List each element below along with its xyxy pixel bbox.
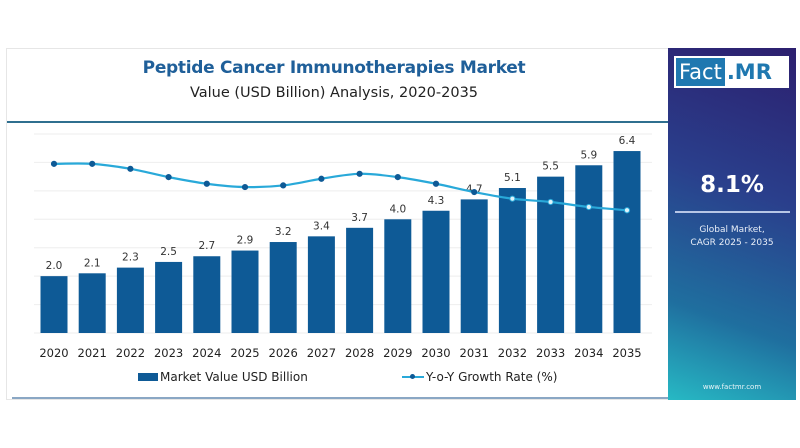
- title-divider: [7, 121, 668, 123]
- x-tick-label: 2032: [498, 346, 527, 360]
- summary-sidebar: [668, 48, 796, 400]
- x-tick-label: 2033: [536, 346, 565, 360]
- bar: [155, 261, 183, 333]
- growth-line-series: [50, 160, 631, 214]
- growth-point: [432, 180, 440, 187]
- x-tick-label: 2034: [574, 346, 603, 360]
- growth-point: [394, 174, 401, 181]
- growth-point: [318, 175, 325, 182]
- legend-item-growth-rate: Y-o-Y Growth Rate (%): [402, 370, 557, 384]
- cagr-divider: [675, 211, 790, 213]
- logo-fact-text: Fact: [676, 58, 725, 86]
- bar: [422, 210, 450, 333]
- growth-point: [165, 174, 172, 181]
- bar: [346, 227, 374, 333]
- bar-data-labels: 2.02.12.32.52.72.93.23.43.74.04.34.75.15…: [46, 135, 636, 272]
- bar-data-label: 2.7: [198, 240, 215, 252]
- x-tick-label: 2021: [78, 346, 107, 360]
- growth-line: [53, 162, 628, 212]
- bar-data-label: 5.5: [542, 161, 559, 173]
- bar-data-label: 4.3: [428, 195, 445, 207]
- x-tick-label: 2026: [269, 346, 298, 360]
- bar-data-label: 3.2: [275, 226, 292, 238]
- bar-data-label: 2.0: [46, 260, 63, 272]
- x-tick-label: 2024: [192, 346, 221, 360]
- growth-point: [356, 170, 363, 177]
- bar-data-label: 2.1: [84, 257, 101, 269]
- bar: [116, 267, 144, 333]
- legend-line-swatch: [402, 372, 424, 382]
- legend-label-market-value: Market Value USD Billion: [160, 370, 308, 384]
- bar-data-label: 5.1: [504, 172, 521, 184]
- bar: [384, 219, 412, 333]
- bar-data-label: 2.9: [237, 235, 254, 247]
- website-link[interactable]: www.factmr.com: [702, 383, 762, 391]
- cagr-label-line1: Global Market,: [699, 225, 765, 235]
- legend-bar-swatch: [138, 373, 158, 381]
- bar-data-label: 4.0: [389, 203, 406, 215]
- bar: [498, 188, 526, 333]
- growth-point: [471, 188, 478, 196]
- x-tick-label: 2027: [307, 346, 336, 360]
- x-tick-label: 2020: [39, 346, 68, 360]
- bar: [460, 199, 488, 333]
- x-tick-label: 2022: [116, 346, 145, 360]
- growth-point: [50, 160, 58, 167]
- x-tick-label: 2025: [230, 346, 259, 360]
- growth-point: [89, 160, 96, 167]
- x-tick-label: 2035: [612, 346, 641, 360]
- chart-title: Peptide Cancer Immunotherapies Market: [142, 58, 526, 78]
- logo-mr-text: .MR: [726, 60, 772, 84]
- bar-data-label: 6.4: [619, 135, 636, 147]
- bar: [40, 276, 68, 333]
- growth-point: [509, 195, 516, 202]
- bar: [575, 165, 603, 333]
- bar-data-label: 5.9: [580, 149, 597, 161]
- bar-series: [40, 151, 641, 333]
- bar: [307, 236, 335, 333]
- legend-label-growth-rate: Y-o-Y Growth Rate (%): [426, 370, 558, 384]
- cagr-label-line2: CAGR 2025 - 2035: [690, 238, 774, 248]
- x-tick-label: 2029: [383, 346, 412, 360]
- bar-data-label: 3.7: [351, 212, 368, 224]
- bar-data-label: 2.5: [160, 246, 177, 258]
- growth-point: [547, 198, 554, 206]
- bottom-divider: [12, 397, 668, 399]
- x-tick-label: 2030: [421, 346, 450, 360]
- bar: [231, 250, 259, 333]
- bar: [613, 151, 641, 333]
- factmr-logo: Fact .MR: [674, 56, 789, 88]
- bar: [193, 256, 221, 333]
- legend-item-market-value: Market Value USD Billion: [138, 370, 308, 384]
- growth-point: [127, 165, 134, 172]
- bar: [78, 273, 106, 333]
- growth-point: [280, 182, 287, 189]
- cagr-label: Global Market, CAGR 2025 - 2035: [668, 224, 796, 250]
- growth-point: [623, 207, 631, 214]
- x-tick-label: 2031: [460, 346, 489, 360]
- cagr-value: 8.1%: [700, 172, 764, 198]
- bar-data-label: 3.4: [313, 220, 330, 232]
- growth-point: [203, 180, 210, 187]
- chart-subtitle: Value (USD Billion) Analysis, 2020-2035: [189, 85, 479, 101]
- growth-point: [585, 203, 592, 211]
- x-axis-ticks: 2020 2021 2022 2023 2024 2025 2026 2027 2028 2029…: [39, 346, 641, 360]
- bar: [269, 242, 297, 333]
- bar-data-label: 2.3: [122, 252, 139, 264]
- x-tick-label: 2028: [345, 346, 374, 360]
- x-tick-label: 2023: [154, 346, 183, 360]
- growth-point: [241, 183, 249, 191]
